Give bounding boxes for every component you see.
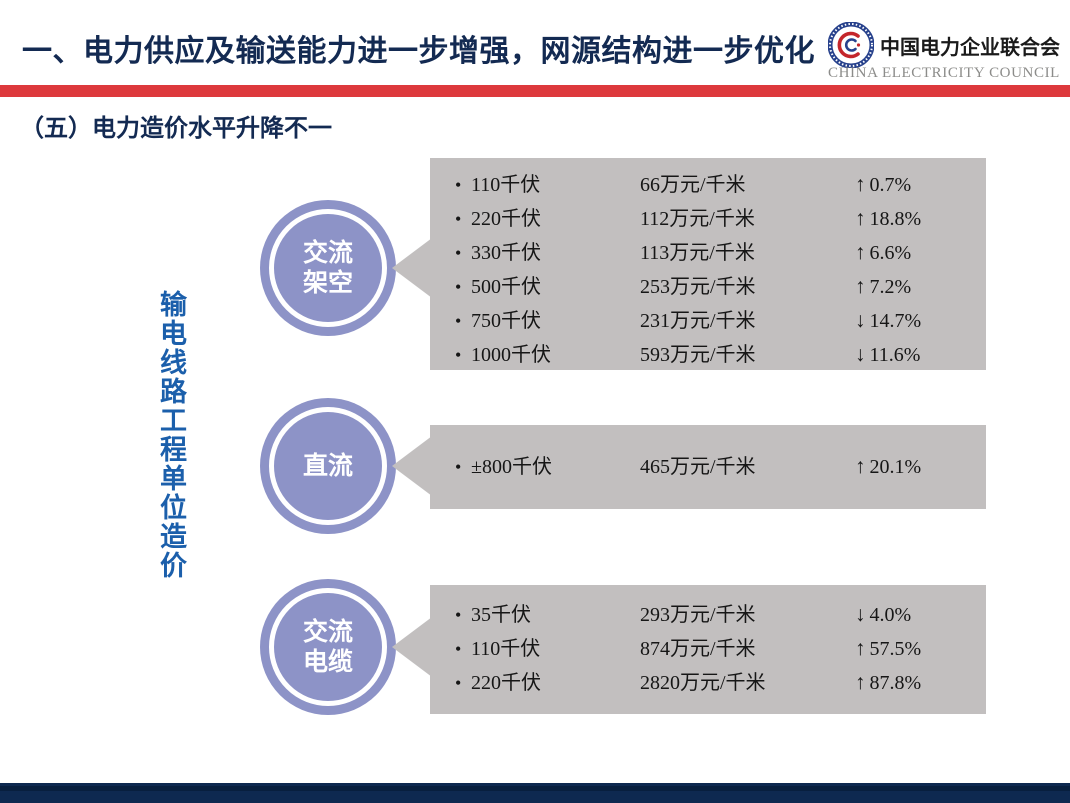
change-cell: ↑ 0.7% [855,172,912,196]
circle-inner-ring [269,588,387,706]
trend-arrow-icon: ↓ [855,308,866,332]
bullet-icon: • [455,344,462,365]
data-panel-ac-cable: • 35千伏 293万元/千米 ↓ 4.0% • 110千伏 874万元/千米 ↑ 57… [430,585,986,714]
footer-stripe [0,786,1070,791]
voltage-cell: • 35千伏 [455,599,640,632]
vertical-category-label: 输电线路工程单位造价 [156,290,186,580]
bullet-icon: • [455,310,462,331]
cost-cell: 293万元/千米 [640,603,756,626]
cost-cell: 253万元/千米 [640,275,756,298]
voltage-cell: • 110千伏 [455,169,640,202]
trend-arrow-icon: ↓ [855,342,866,366]
bullet-icon: • [455,276,462,297]
circle-dc: 直流 [260,398,396,534]
section-heading: （五）电力造价水平升降不一 [20,115,332,142]
callout-pointer-ac-cable [392,617,432,677]
cec-logo: 中国电力企业联合会 CHINA ELECTRICITY COUNCIL [828,22,1064,84]
cost-cell: 66万元/千米 [640,173,746,196]
cost-cell: 465万元/千米 [640,455,756,478]
logo-name-cn: 中国电力企业联合会 [880,36,1060,59]
circle-ac-overhead-label: 交流 架空 [302,239,353,297]
bullet-icon: • [455,604,462,625]
circle-inner-ring [269,407,387,525]
circle-ac-cable-label: 交流 电缆 [302,618,353,676]
cost-cell: 593万元/千米 [640,343,756,366]
trend-arrow-icon: ↑ [855,240,866,264]
trend-arrow-icon: ↑ [855,454,866,478]
trend-arrow-icon: ↓ [855,602,866,626]
table-row: • 220千伏 2820万元/千米 ↑ 87.8% [430,666,986,700]
bullet-icon: • [455,456,462,477]
table-row: • 35千伏 293万元/千米 ↓ 4.0% [430,598,986,632]
table-row: • 500千伏 253万元/千米 ↑ 7.2% [430,270,986,304]
bullet-icon: • [455,174,462,195]
trend-arrow-icon: ↑ [855,670,866,694]
change-cell: ↓ 11.6% [855,342,921,366]
circle-ac-cable: 交流 电缆 [260,579,396,715]
table-row: • 110千伏 874万元/千米 ↑ 57.5% [430,632,986,666]
voltage-cell: • 220千伏 [455,203,640,236]
table-row: • 1000千伏 593万元/千米 ↓ 11.6% [430,338,986,372]
change-cell: ↓ 4.0% [855,602,912,626]
change-cell: ↑ 57.5% [855,636,922,660]
trend-arrow-icon: ↑ [855,172,866,196]
circle-dc-label: 直流 [302,452,353,480]
trend-arrow-icon: ↑ [855,274,866,298]
change-cell: ↑ 7.2% [855,274,912,298]
change-cell: ↓ 14.7% [855,308,922,332]
page-title: 一、电力供应及输送能力进一步增强，网源结构进一步优化 [22,35,815,68]
bullet-icon: • [455,208,462,229]
red-divider-bar [0,85,1070,97]
bullet-icon: • [455,638,462,659]
change-cell: ↑ 20.1% [855,454,922,478]
table-row: • 750千伏 231万元/千米 ↓ 14.7% [430,304,986,338]
voltage-cell: • 750千伏 [455,305,640,338]
change-cell: ↑ 87.8% [855,670,922,694]
table-row: • 220千伏 112万元/千米 ↑ 18.8% [430,202,986,236]
callout-pointer-dc [392,436,432,496]
voltage-cell: • 500千伏 [455,271,640,304]
voltage-cell: • ±800千伏 [455,451,640,484]
voltage-cell: • 1000千伏 [455,339,640,372]
cost-cell: 112万元/千米 [640,207,755,230]
data-panel-dc: • ±800千伏 465万元/千米 ↑ 20.1% [430,425,986,509]
callout-pointer-ac-overhead [392,238,432,298]
cost-cell: 2820万元/千米 [640,671,766,694]
cost-cell: 874万元/千米 [640,637,756,660]
voltage-cell: • 330千伏 [455,237,640,270]
table-row: • 330千伏 113万元/千米 ↑ 6.6% [430,236,986,270]
voltage-cell: • 110千伏 [455,633,640,666]
table-row: • 110千伏 66万元/千米 ↑ 0.7% [430,168,986,202]
table-row: • ±800千伏 465万元/千米 ↑ 20.1% [430,450,986,484]
trend-arrow-icon: ↑ [855,636,866,660]
change-cell: ↑ 18.8% [855,206,922,230]
change-cell: ↑ 6.6% [855,240,912,264]
bullet-icon: • [455,242,462,263]
trend-arrow-icon: ↑ [855,206,866,230]
footer-bar [0,783,1070,803]
bullet-icon: • [455,672,462,693]
circle-inner-ring [269,209,387,327]
cost-cell: 231万元/千米 [640,309,756,332]
voltage-cell: • 220千伏 [455,667,640,700]
logo-name-en: CHINA ELECTRICITY COUNCIL [828,65,1060,81]
data-panel-ac-overhead: • 110千伏 66万元/千米 ↑ 0.7% • 220千伏 112万元/千米 ↑ 18… [430,158,986,370]
cec-logo-badge-icon [828,22,874,68]
cost-cell: 113万元/千米 [640,241,755,264]
circle-ac-overhead: 交流 架空 [260,200,396,336]
